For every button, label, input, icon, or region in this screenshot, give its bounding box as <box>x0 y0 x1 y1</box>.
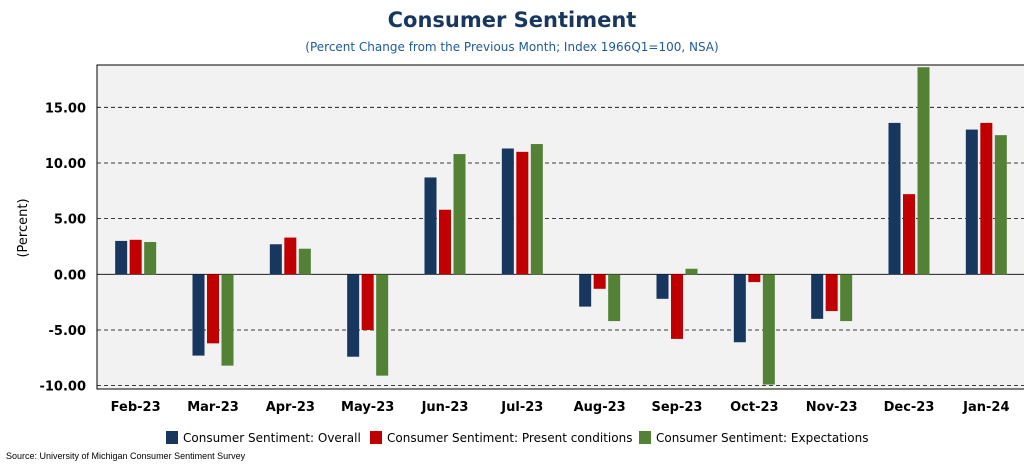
y-axis-ticks: -10.00 -5.00 0.00 5.00 10.00 15.00 <box>39 101 86 394</box>
x-tick-label: Aug-23 <box>574 400 626 415</box>
legend-swatch <box>370 431 382 444</box>
chart-title: Consumer Sentiment <box>388 8 637 32</box>
bar <box>269 244 282 275</box>
y-tick-label: 15.00 <box>45 101 86 116</box>
legend-label: Consumer Sentiment: Present conditions <box>387 431 632 445</box>
bar <box>748 274 761 283</box>
bar <box>284 237 297 275</box>
bar <box>115 240 128 275</box>
bar <box>965 129 978 275</box>
bar <box>917 67 930 275</box>
x-tick-label: Mar-23 <box>187 400 239 415</box>
y-tick-label: -10.00 <box>39 380 86 395</box>
plot-area <box>96 64 1024 390</box>
bar <box>530 144 543 275</box>
x-tick-label: Oct-23 <box>730 400 778 415</box>
bar <box>762 274 775 385</box>
bar <box>579 274 592 307</box>
legend-swatch <box>166 431 178 444</box>
bar <box>516 151 529 275</box>
y-tick-label: 5.00 <box>54 213 86 228</box>
bar <box>129 239 142 275</box>
bar <box>207 274 219 344</box>
bar <box>439 209 451 275</box>
bar <box>994 135 1007 275</box>
x-tick-label: Nov-23 <box>806 400 858 415</box>
bar <box>144 242 157 275</box>
gridlines <box>97 106 1024 387</box>
bar <box>424 177 437 275</box>
y-tick-label: 10.00 <box>45 157 86 172</box>
bar <box>685 268 698 275</box>
legend: Consumer Sentiment: Overall Consumer Sent… <box>166 431 868 445</box>
bar <box>453 154 466 275</box>
legend-label: Consumer Sentiment: Expectations <box>656 431 868 445</box>
bar <box>825 274 838 312</box>
bar <box>888 122 901 275</box>
x-tick-label: Sep-23 <box>652 400 703 415</box>
y-tick-label: 0.00 <box>54 268 86 283</box>
bar <box>593 274 606 289</box>
x-tick-label: May-23 <box>341 400 394 415</box>
x-tick-label: Dec-23 <box>884 400 935 415</box>
x-tick-label: Jun-23 <box>421 400 469 415</box>
bar <box>733 274 746 343</box>
x-tick-label: Jan-24 <box>962 400 1009 415</box>
chart-subtitle: (Percent Change from the Previous Month;… <box>305 40 718 54</box>
bar <box>608 274 621 322</box>
bar <box>298 248 311 275</box>
bar <box>347 274 360 357</box>
bar <box>903 194 915 275</box>
bar <box>221 274 234 366</box>
bar <box>980 122 993 275</box>
bar <box>656 274 669 299</box>
bar <box>811 274 824 319</box>
x-tick-label: Jul-23 <box>500 400 543 415</box>
legend-label: Consumer Sentiment: Overall <box>183 431 361 445</box>
bar <box>840 274 853 322</box>
x-tick-label: Feb-23 <box>111 400 161 415</box>
bar <box>192 274 205 356</box>
bars <box>115 67 1007 385</box>
x-tick-label: Apr-23 <box>266 400 315 415</box>
legend-swatch <box>639 431 651 444</box>
bar <box>361 274 374 330</box>
x-axis-ticks: Feb-23 Mar-23 Apr-23 May-23 Jun-23 Jul-23 Aug-… <box>111 400 1010 415</box>
source-note: Source: University of Michigan Consumer … <box>6 451 246 461</box>
bar <box>376 274 389 376</box>
bar <box>501 148 514 275</box>
bar <box>671 274 683 339</box>
y-tick-label: -5.00 <box>49 324 86 339</box>
y-axis-label: (Percent) <box>16 198 31 257</box>
